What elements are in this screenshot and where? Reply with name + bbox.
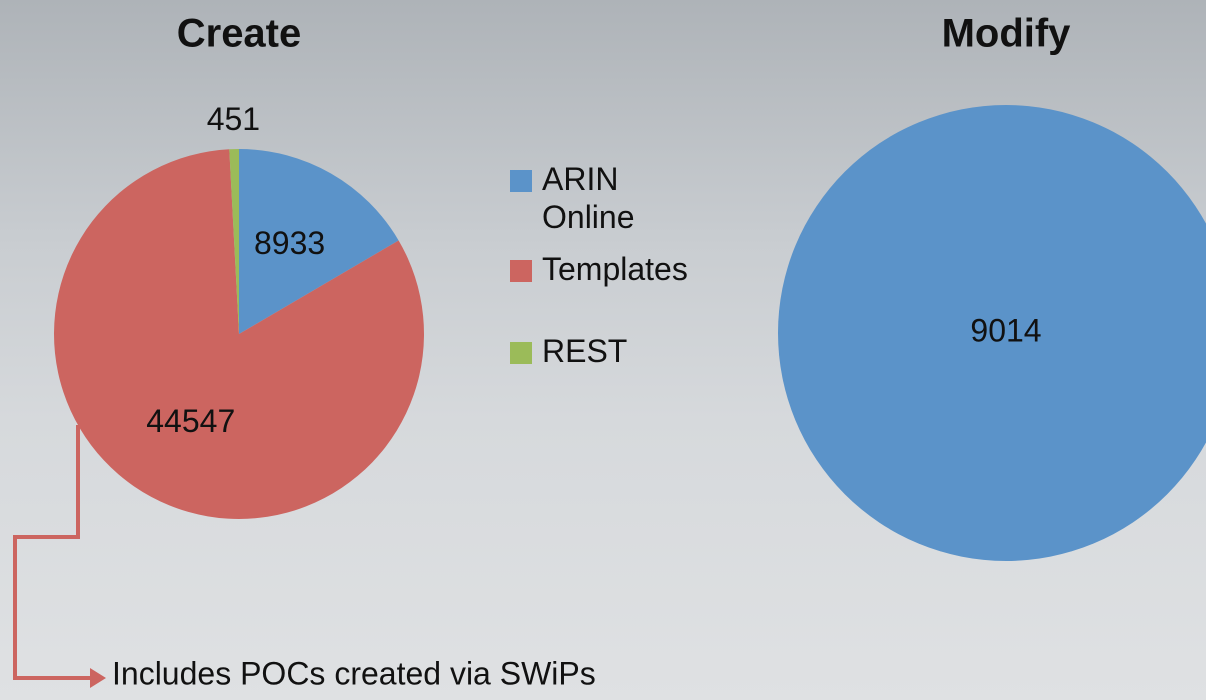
legend-swatch — [510, 170, 532, 192]
legend: ARIN Online Templates REST — [510, 160, 760, 384]
arrow-head — [90, 668, 106, 688]
legend-label: REST — [542, 333, 628, 369]
data-label: 8933 — [254, 225, 325, 261]
pie-slice — [53, 149, 424, 519]
pie-slice — [229, 149, 239, 334]
pie-slice — [778, 105, 1206, 561]
legend-swatch — [510, 342, 532, 364]
chart-title: Modify — [942, 12, 1072, 56]
pie-slice — [239, 149, 399, 334]
legend-label: Templates — [542, 251, 688, 287]
data-label: 451 — [207, 101, 260, 137]
data-label: 9014 — [970, 312, 1041, 348]
annotation: Includes POCs created via SWiPs — [112, 655, 596, 691]
legend-swatch — [510, 260, 532, 282]
chart-title: Create — [177, 12, 302, 56]
data-label: 44547 — [146, 403, 235, 439]
legend-label: ARIN Online — [542, 161, 635, 235]
legend-item: ARIN Online — [510, 160, 760, 236]
annotation-arrow — [13, 425, 92, 680]
legend-item: Templates — [510, 250, 760, 288]
legend-item: REST — [510, 332, 760, 370]
